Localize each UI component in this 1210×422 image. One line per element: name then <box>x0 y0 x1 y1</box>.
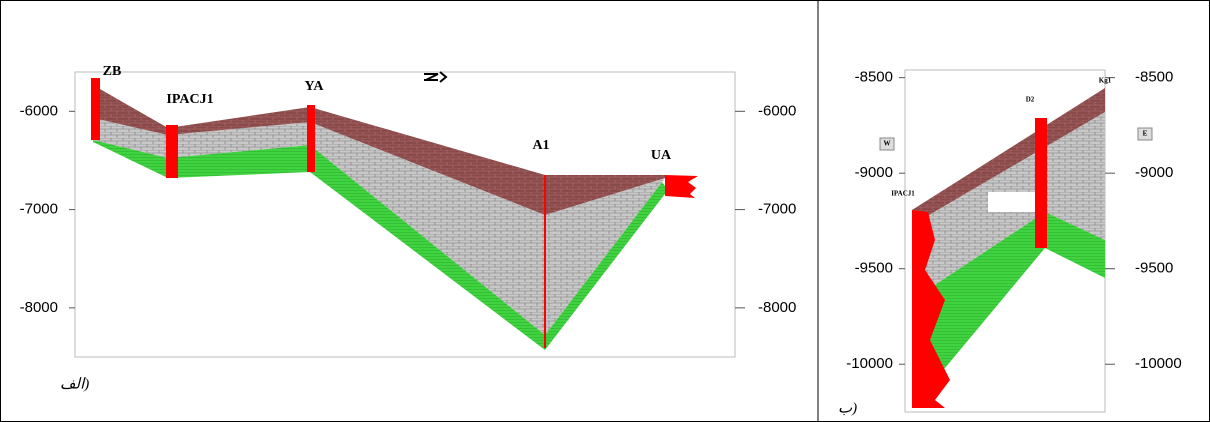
well-label: UA <box>651 148 672 163</box>
side-label: W <box>884 140 891 148</box>
y-tick-label: -10000 <box>1135 355 1182 372</box>
well-label: YA <box>305 79 325 94</box>
well-label: A1 <box>532 138 549 153</box>
y-tick-label: -9500 <box>1135 260 1173 277</box>
y-tick-label: -8500 <box>855 69 893 86</box>
gap <box>988 192 1036 212</box>
y-tick-label: -6000 <box>758 102 796 119</box>
y-tick-label: -7000 <box>20 201 58 218</box>
well-log <box>166 125 178 178</box>
well-log <box>1035 118 1047 248</box>
well-label: ZB <box>103 64 122 79</box>
well-log <box>307 105 315 172</box>
well-label: IPACJ1 <box>166 92 213 107</box>
north-arrow <box>424 72 446 82</box>
side-label: E <box>1143 130 1148 138</box>
y-tick-label: -6000 <box>20 102 58 119</box>
y-tick-label: -8000 <box>758 299 796 316</box>
well-log <box>91 78 100 140</box>
y-tick-label: -9500 <box>855 260 893 277</box>
figure: -6000 -6000 -7000 -7000 -8000 -8000 ZB IPACJ1 YA… <box>0 0 1210 422</box>
y-tick-label: -8000 <box>20 299 58 316</box>
panel-caption: (الف <box>60 376 89 392</box>
well-log <box>665 175 698 198</box>
y-tick-label: -9000 <box>1135 164 1173 181</box>
panel-caption: (ب <box>838 400 857 416</box>
well-label: D2 <box>1026 96 1035 104</box>
y-tick-label: -7000 <box>758 201 796 218</box>
well-label: Kg1 <box>1099 77 1112 85</box>
y-tick-label: -9000 <box>855 164 893 181</box>
y-tick-label: -8500 <box>1135 69 1173 86</box>
y-tick-label: -10000 <box>846 355 893 372</box>
well-label: IPACJ1 <box>891 190 915 198</box>
